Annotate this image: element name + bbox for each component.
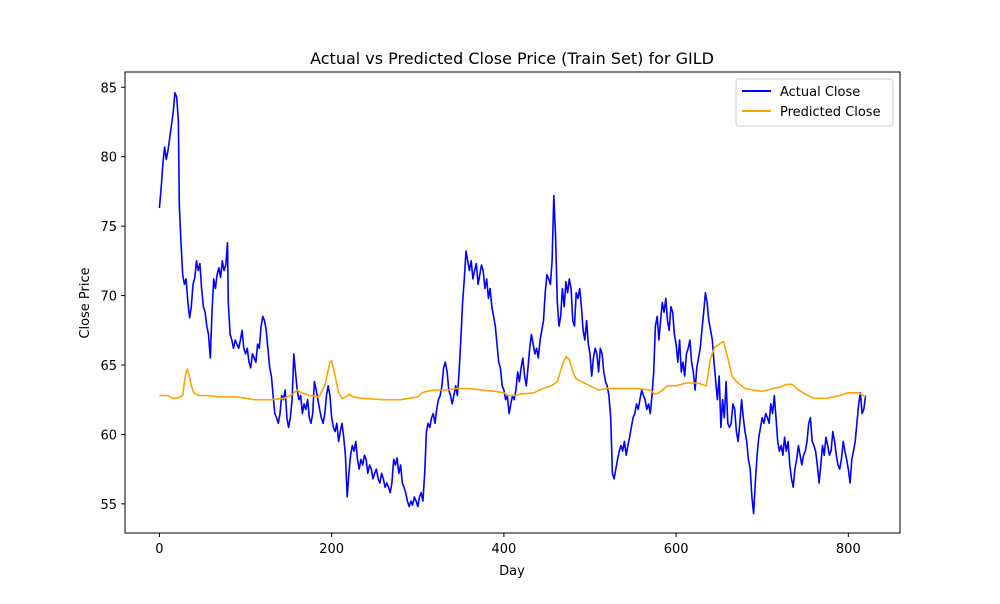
- y-tick-label: 55: [100, 498, 117, 513]
- y-tick-label: 70: [100, 290, 117, 305]
- y-tick-label: 75: [100, 220, 117, 235]
- x-axis-label: Day: [499, 564, 525, 579]
- series-layer: [158, 92, 867, 515]
- legend-label-predicted: Predicted Close: [780, 105, 881, 120]
- legend-label-actual: Actual Close: [780, 85, 860, 100]
- y-tick-label: 60: [100, 428, 117, 443]
- chart-title: Actual vs Predicted Close Price (Train S…: [310, 49, 714, 68]
- plot-frame: [124, 71, 901, 534]
- plot-area: [124, 71, 901, 534]
- y-axis: 55 60 65 70 75 80 85: [100, 81, 125, 513]
- y-tick-label: 85: [100, 81, 117, 96]
- x-tick-label: 200: [319, 542, 344, 557]
- legend-box: [735, 78, 894, 127]
- x-tick-label: 400: [491, 542, 516, 557]
- x-tick-label: 800: [836, 542, 861, 557]
- series-line-actual-close: [158, 92, 867, 515]
- legend: Actual Close Predicted Close: [735, 78, 894, 127]
- y-tick-label: 65: [100, 359, 117, 374]
- x-tick-label: 0: [155, 542, 163, 557]
- x-axis: 0 200 400 600 800: [155, 533, 861, 557]
- y-axis-label: Close Price: [78, 267, 93, 338]
- x-tick-label: 600: [664, 542, 689, 557]
- series-line-predicted-close: [159, 340, 867, 401]
- y-tick-label: 80: [100, 151, 117, 166]
